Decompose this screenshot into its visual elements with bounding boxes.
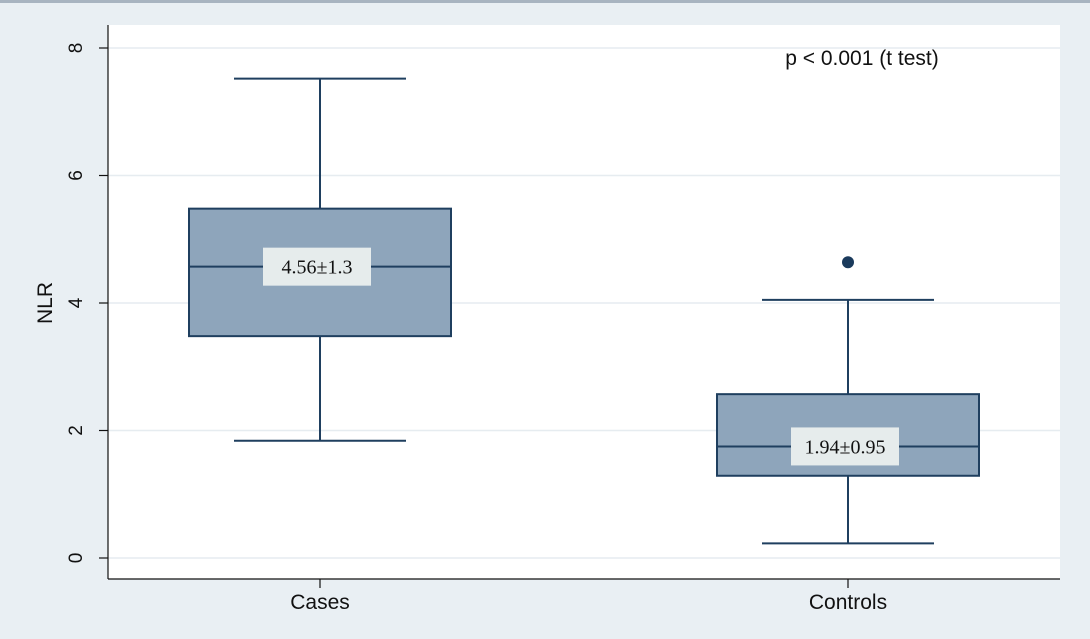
p-value-annotation: p < 0.001 (t test) <box>785 47 939 70</box>
data-label: 4.56±1.3 <box>282 257 353 279</box>
y-tick-label: 4 <box>66 297 87 308</box>
y-axis-title: NLR <box>34 282 57 324</box>
y-tick-label: 8 <box>66 43 87 54</box>
data-label-bg <box>263 247 371 286</box>
box-plot-chart: 0 2 4 6 8 NLR Cases Controls 4.56±1.3 1.94±0.95 p … <box>34 25 1060 614</box>
x-tick-label-cases: Cases <box>290 591 350 614</box>
y-tick-label: 6 <box>66 170 87 181</box>
data-label-bg <box>791 427 899 466</box>
y-tick-label: 2 <box>66 425 87 436</box>
x-tick-label-controls: Controls <box>809 591 887 614</box>
outlier-point <box>842 256 854 269</box>
y-tick-label: 0 <box>66 553 87 564</box>
data-label: 1.94±0.95 <box>805 436 886 458</box>
box-cases: 4.56±1.3 <box>188 77 452 442</box>
box-controls: 1.94±0.95 <box>716 256 980 545</box>
